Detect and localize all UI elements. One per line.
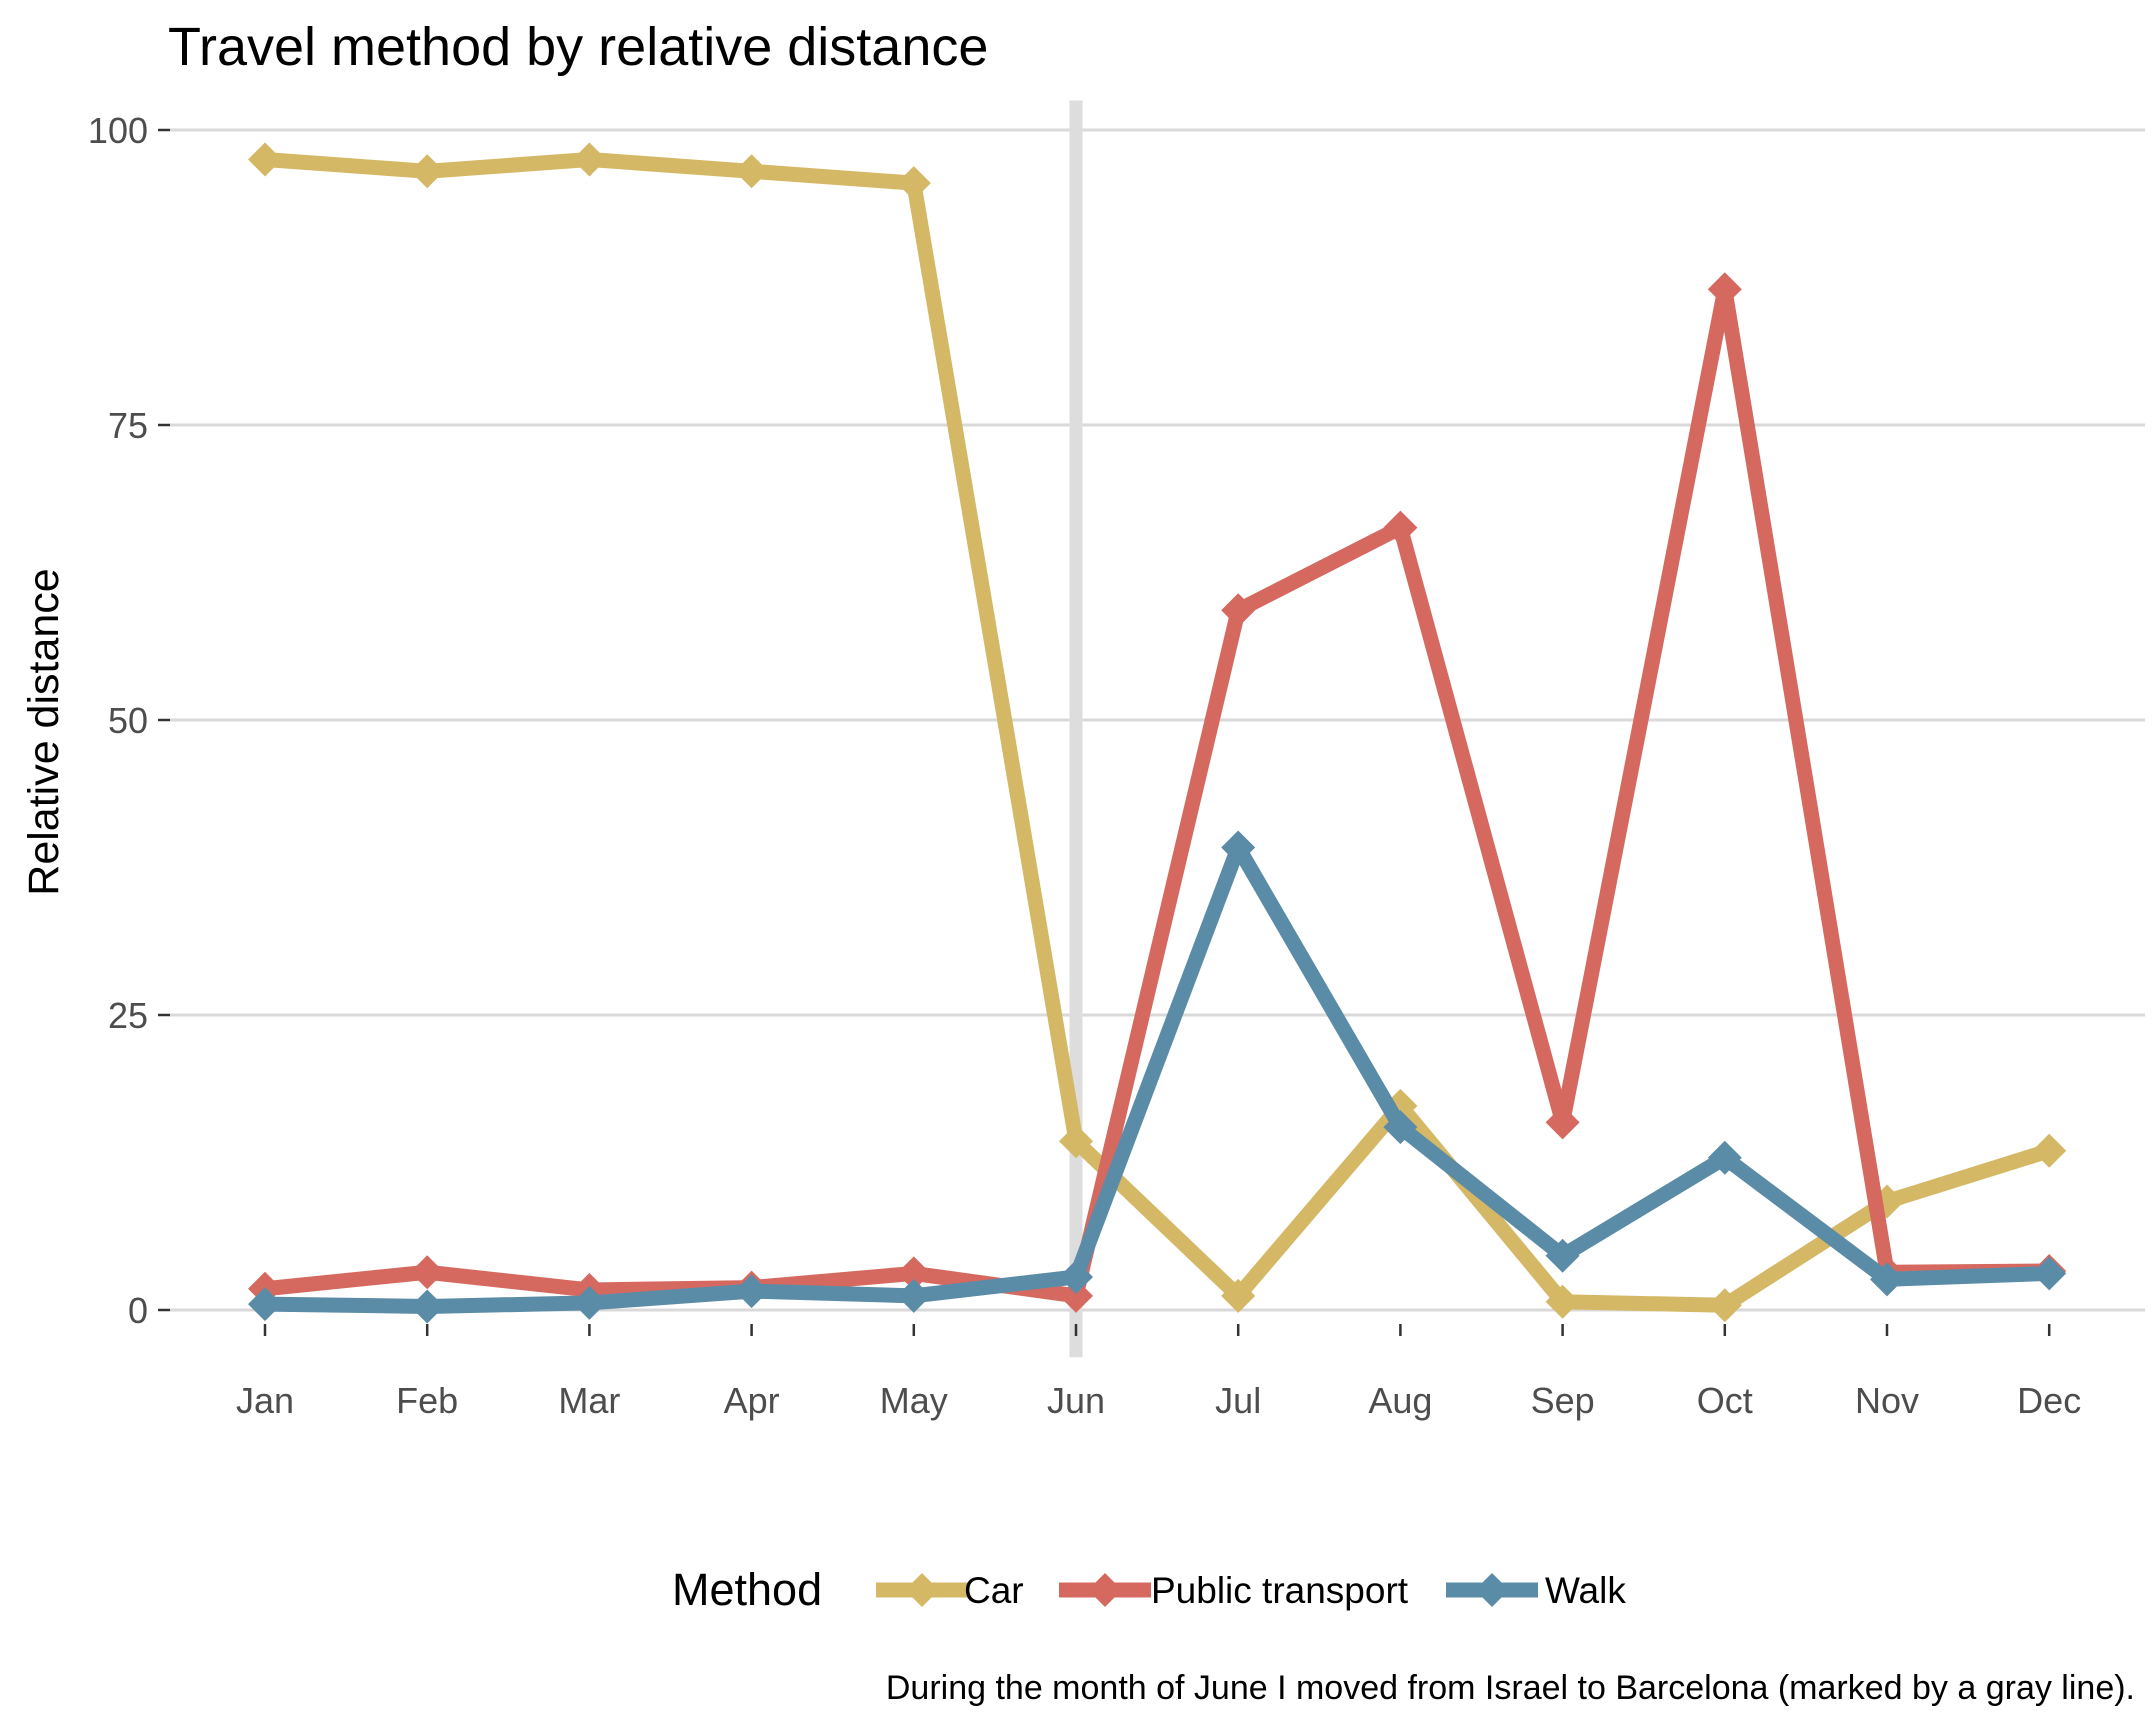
y-tick-label: 25: [108, 995, 148, 1036]
legend-title: Method: [672, 1564, 822, 1615]
x-tick-label: Oct: [1697, 1380, 1753, 1421]
x-tick-label: Sep: [1531, 1380, 1595, 1421]
data-point-car: [734, 154, 769, 189]
x-tick-label: Mar: [558, 1380, 620, 1421]
y-tick-label: 0: [128, 1290, 148, 1331]
x-tick-label: Aug: [1368, 1380, 1432, 1421]
data-point-public-transport: [1707, 272, 1742, 307]
legend-key-public-transport: [1088, 1573, 1122, 1607]
data-point-walk: [1870, 1262, 1904, 1297]
data-point-walk: [896, 1278, 931, 1313]
data-point-public-transport: [1545, 1105, 1580, 1140]
data-point-public-transport: [410, 1255, 445, 1290]
y-axis-title: Relative distance: [20, 568, 68, 895]
data-point-walk: [2032, 1256, 2067, 1291]
x-tick-label: Dec: [2017, 1380, 2081, 1421]
data-point-walk: [572, 1285, 607, 1320]
legend-key-car: [905, 1573, 939, 1607]
x-tick-label: Apr: [724, 1380, 780, 1421]
series-car: [248, 142, 2067, 1323]
x-tick-label: Jun: [1047, 1380, 1105, 1421]
legend-label-car: Car: [964, 1570, 1024, 1611]
data-point-car: [1707, 1288, 1742, 1323]
series-line-public-transport: [257, 281, 2057, 1304]
data-point-public-transport: [1383, 510, 1418, 545]
data-point-car: [410, 154, 445, 189]
data-point-car: [1221, 1278, 1256, 1313]
series-line-walk: [257, 839, 2057, 1314]
legend: Method Car Public transport Walk: [672, 1564, 1626, 1615]
data-point-walk: [1545, 1238, 1580, 1273]
data-point-walk: [410, 1289, 445, 1324]
x-tick-label: Feb: [396, 1380, 458, 1421]
data-point-public-transport: [896, 1256, 931, 1291]
series-line-car: [257, 152, 2057, 1313]
y-tick-label: 75: [108, 405, 148, 446]
legend-key-walk: [1475, 1573, 1509, 1607]
data-point-public-transport: [1059, 1278, 1093, 1313]
y-tick-label: 50: [108, 700, 148, 741]
data-point-walk: [1059, 1259, 1093, 1294]
chart-title: Travel method by relative distance: [168, 17, 988, 77]
y-axis: 0 25 50 75 100: [88, 110, 170, 1331]
x-tick-label: Jul: [1215, 1380, 1261, 1421]
x-tick-label: Nov: [1855, 1380, 1919, 1421]
legend-label-walk: Walk: [1545, 1570, 1626, 1611]
data-point-walk: [1707, 1140, 1742, 1175]
data-point-car: [1545, 1284, 1580, 1319]
data-point-car: [572, 142, 607, 177]
data-point-walk: [1383, 1110, 1418, 1145]
data-point-walk: [248, 1287, 282, 1322]
gridlines: [170, 128, 2145, 1312]
x-axis: Jan Feb Mar Apr May Jun Jul Aug Sep Oct Nov Dec: [236, 1324, 2081, 1421]
chart-caption: During the month of June I moved from Is…: [886, 1669, 2135, 1707]
data-point-car: [1059, 1124, 1093, 1159]
y-tick-label: 100: [88, 110, 148, 151]
legend-label-public-transport: Public transport: [1151, 1570, 1409, 1611]
series-public-transport: [248, 272, 2067, 1313]
data-point-car: [896, 166, 931, 201]
x-tick-label: Jan: [236, 1380, 294, 1421]
series-walk: [248, 830, 2067, 1324]
data-point-public-transport: [1221, 593, 1256, 628]
data-point-walk: [1221, 830, 1256, 865]
x-tick-label: May: [880, 1380, 948, 1421]
data-point-car: [248, 142, 282, 177]
data-point-car: [2032, 1133, 2067, 1168]
data-point-walk: [734, 1274, 769, 1309]
series-lines: [248, 142, 2067, 1324]
